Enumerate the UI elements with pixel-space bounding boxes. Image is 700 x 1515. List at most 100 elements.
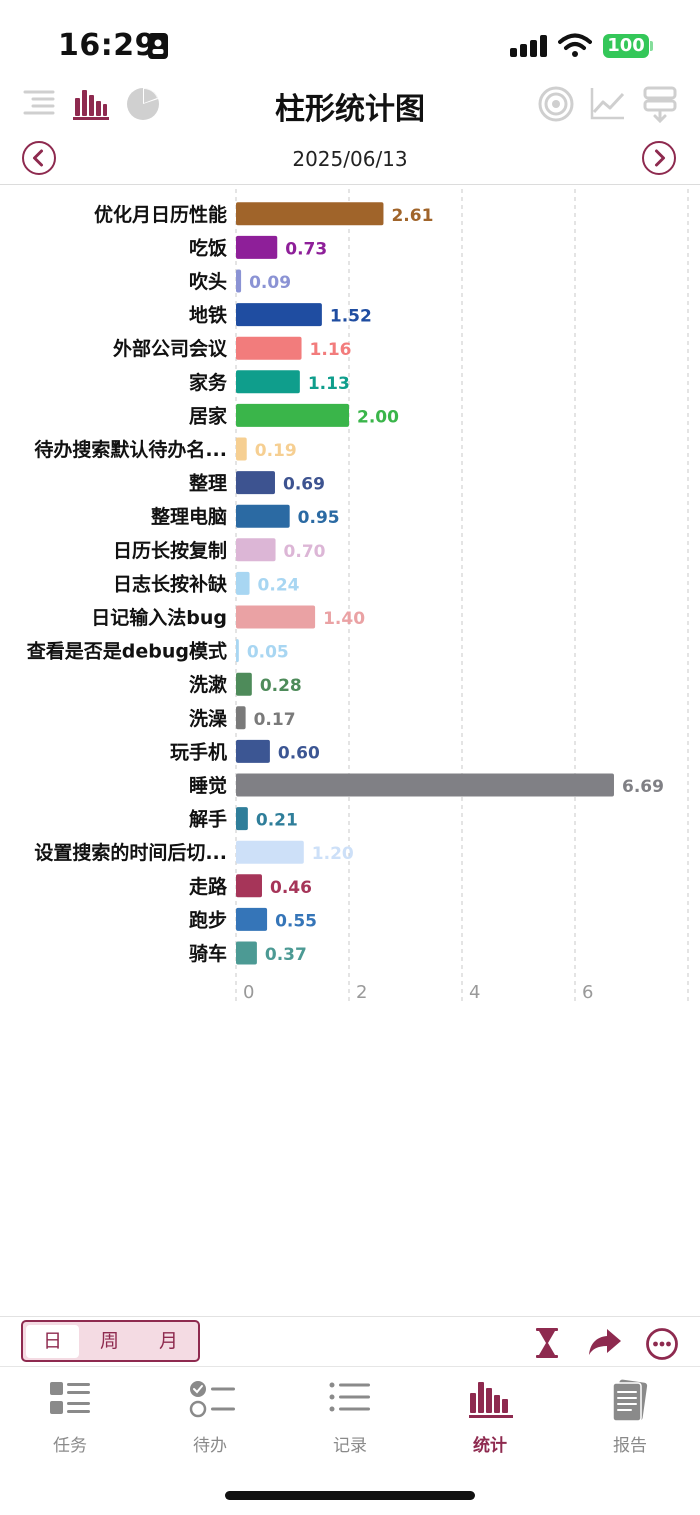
category-label: 解手 — [189, 808, 227, 831]
value-label: 0.95 — [298, 508, 340, 528]
bar — [236, 235, 278, 259]
battery-tip — [650, 41, 653, 51]
prev-date-button[interactable] — [22, 141, 56, 175]
value-label: 1.13 — [308, 374, 350, 394]
page-title: 柱形统计图 — [275, 92, 425, 127]
chevron-left-icon — [33, 149, 43, 167]
category-label: 查看是否是debug模式 — [26, 640, 227, 663]
category-label: 地铁 — [189, 304, 227, 327]
task-list-icon — [50, 1382, 90, 1414]
list-indent-icon[interactable] — [22, 86, 56, 120]
category-label: 家务 — [189, 371, 228, 394]
tab-bar: 任务 待办 记录 统计 — [0, 1366, 700, 1466]
category-label: 整理电脑 — [151, 505, 227, 528]
value-label: 0.19 — [255, 441, 297, 461]
category-label: 待办搜索默认待办名... — [34, 438, 227, 461]
x-tick-label: 2 — [356, 982, 367, 1003]
category-label: 跑步 — [189, 908, 227, 931]
category-label: 睡觉 — [189, 774, 227, 797]
bar — [236, 303, 322, 327]
value-label: 6.69 — [622, 777, 664, 797]
value-label: 1.16 — [310, 340, 352, 360]
category-label: 设置搜索的时间后切... — [34, 841, 227, 864]
status-bar: 16:29 100 — [0, 0, 700, 80]
bar — [236, 907, 268, 931]
date-nav: 2025/06/13 — [0, 138, 700, 180]
value-label: 0.73 — [285, 239, 327, 259]
value-label: 0.60 — [278, 743, 320, 763]
bar — [236, 403, 349, 427]
value-label: 0.69 — [283, 475, 325, 495]
bar-chart-icon[interactable] — [73, 86, 109, 120]
x-tick-label: 6 — [582, 982, 593, 1003]
tab-label: 报告 — [613, 1436, 647, 1456]
value-label: 0.21 — [256, 811, 298, 831]
bar — [236, 202, 384, 226]
tab-todo[interactable]: 待办 — [140, 1367, 280, 1457]
value-label: 0.17 — [254, 710, 296, 730]
value-label: 1.20 — [312, 844, 354, 864]
bar — [236, 471, 275, 495]
category-label: 外部公司会议 — [113, 337, 228, 360]
bar — [236, 571, 250, 595]
wifi-icon — [558, 33, 592, 57]
bar — [236, 269, 242, 293]
category-label: 洗澡 — [189, 707, 227, 730]
category-label: 优化月日历性能 — [94, 203, 227, 226]
value-label: 0.24 — [258, 575, 300, 595]
value-label: 0.70 — [284, 542, 326, 562]
tab-label: 记录 — [333, 1436, 367, 1456]
tab-label: 任务 — [53, 1436, 87, 1456]
x-tick-label: 0 — [243, 982, 254, 1003]
tab-report[interactable]: 报告 — [560, 1367, 700, 1457]
home-indicator — [225, 1491, 475, 1500]
value-label: 1.40 — [323, 609, 365, 629]
value-label: 0.46 — [270, 878, 312, 898]
category-label: 吃饭 — [189, 236, 227, 259]
bar — [236, 336, 302, 360]
segment-week[interactable]: 周 — [99, 1330, 119, 1352]
date-label[interactable]: 2025/06/13 — [292, 147, 408, 171]
bar — [236, 605, 316, 629]
category-label: 日历长按复制 — [113, 539, 227, 562]
segment-day[interactable]: 日 — [26, 1325, 79, 1358]
category-label: 走路 — [189, 875, 228, 898]
bar — [236, 874, 262, 898]
todo-icon — [189, 1381, 235, 1418]
battery-indicator: 100 — [603, 34, 649, 58]
tab-label: 统计 — [473, 1436, 507, 1456]
bar — [236, 639, 239, 663]
category-label: 骑车 — [189, 942, 227, 965]
bar — [236, 807, 248, 831]
bar — [236, 370, 300, 394]
bar — [236, 437, 247, 461]
category-label: 居家 — [189, 404, 228, 427]
pie-chart-icon[interactable] — [125, 86, 161, 122]
more-icon[interactable] — [645, 1327, 679, 1361]
share-arrow-icon[interactable] — [587, 1327, 623, 1357]
hourglass-icon[interactable] — [535, 1327, 559, 1359]
report-icon — [612, 1379, 648, 1422]
category-label: 整理 — [189, 472, 227, 495]
value-label: 1.52 — [330, 307, 372, 327]
tab-stats[interactable]: 统计 — [420, 1367, 560, 1457]
header-divider — [0, 184, 700, 185]
line-chart-icon[interactable] — [590, 86, 626, 120]
value-label: 0.28 — [260, 676, 302, 696]
stats-icon — [469, 1382, 513, 1418]
x-tick-label: 4 — [469, 982, 480, 1003]
bar — [236, 504, 290, 528]
filter-stack-icon[interactable] — [642, 86, 678, 124]
tab-records[interactable]: 记录 — [280, 1367, 420, 1457]
tab-tasks[interactable]: 任务 — [0, 1367, 140, 1457]
next-date-button[interactable] — [642, 141, 676, 175]
segment-month[interactable]: 月 — [158, 1330, 178, 1352]
category-label: 日记输入法bug — [91, 606, 227, 629]
bar — [236, 773, 614, 797]
category-label: 吹头 — [189, 270, 227, 293]
period-segmented-control: 日 周 月 — [21, 1320, 200, 1362]
bottom-control-bar: 日 周 月 — [0, 1316, 700, 1366]
target-icon[interactable] — [538, 86, 574, 122]
bar-chart: 0 2 4 6 优化月日历性能 2.61 吃饭 0.73 吹头 0.09 地铁 1.52 外部公司会议 1… — [26, 189, 689, 1005]
bar — [236, 739, 270, 763]
